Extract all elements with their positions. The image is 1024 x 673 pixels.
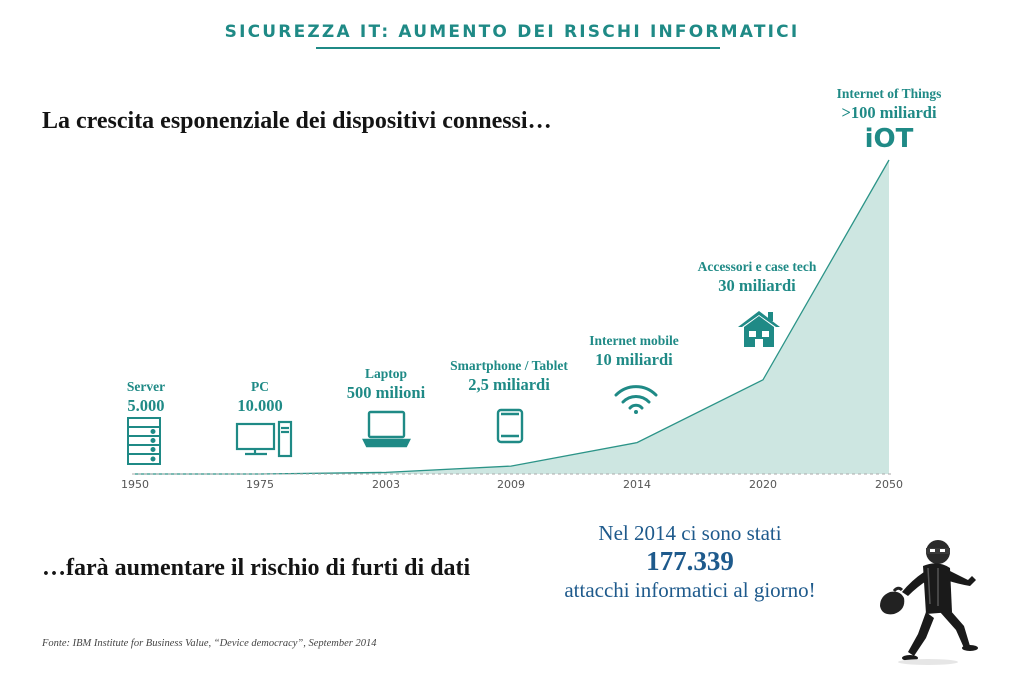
annotation-value: 2,5 miliardi xyxy=(468,375,550,394)
bottom-headline: …farà aumentare il rischio di furti di d… xyxy=(42,555,471,581)
annotation-title: Accessori e case tech xyxy=(697,259,817,274)
annotation-title: Internet mobile xyxy=(589,333,679,348)
server-icon xyxy=(127,417,161,465)
headline: La crescita esponenziale dei dispositivi… xyxy=(42,108,552,134)
iot-icon: iOT xyxy=(864,124,914,154)
annotation-value: 5.000 xyxy=(127,396,165,415)
thief-icon xyxy=(880,540,978,665)
annotation-value: >100 miliardi xyxy=(841,103,937,122)
x-tick-label: 1950 xyxy=(121,478,149,491)
growth-chart: 1950 1975 2003 2009 2014 2020 2050 xyxy=(121,159,903,491)
wifi-icon xyxy=(614,385,658,414)
annotation-value: 10.000 xyxy=(237,396,283,415)
source-note: Fonte: IBM Institute for Business Value,… xyxy=(42,638,377,649)
x-tick-label: 2014 xyxy=(623,478,651,491)
annotation-server: Server 5.000 xyxy=(127,379,165,416)
x-axis-ticks: 1950 1975 2003 2009 2014 2020 2050 xyxy=(121,478,903,491)
annotation-title: Server xyxy=(126,379,166,394)
stat-line-2: attacchi informatici al giorno! xyxy=(564,578,816,602)
annotation-value: 10 miliardi xyxy=(595,350,673,369)
annotation-iot: Internet of Things >100 miliardi iOT xyxy=(837,86,942,154)
annotation-accessori: Accessori e case tech 30 miliardi xyxy=(698,259,817,296)
annotation-title: Laptop xyxy=(364,366,408,381)
annotation-title: Internet of Things xyxy=(836,86,942,101)
page-header: SICUREZZA IT: AUMENTO DEI RISCHI INFORMA… xyxy=(224,22,800,42)
tablet-icon xyxy=(496,408,524,444)
annotation-title: PC xyxy=(251,379,269,394)
x-tick-label: 2009 xyxy=(497,478,525,491)
x-tick-label: 2020 xyxy=(749,478,777,491)
area-fill xyxy=(135,160,889,474)
laptop-icon xyxy=(362,410,411,448)
stat-line-1: Nel 2014 ci sono stati xyxy=(598,521,782,545)
annotation-title: Smartphone / Tablet xyxy=(450,358,568,373)
house-icon xyxy=(738,311,780,347)
annotation-pc: PC 10.000 xyxy=(237,379,282,416)
x-tick-label: 2003 xyxy=(372,478,400,491)
annotation-internet-mobile: Internet mobile 10 miliardi xyxy=(589,333,679,370)
x-tick-label: 1975 xyxy=(246,478,274,491)
header-underline xyxy=(316,47,720,49)
pc-icon xyxy=(235,420,293,458)
x-tick-label: 2050 xyxy=(875,478,903,491)
stat-block: Nel 2014 ci sono stati 177.339 attacchi … xyxy=(530,521,850,603)
annotation-value: 30 miliardi xyxy=(718,276,796,295)
annotation-value: 500 milioni xyxy=(346,383,426,402)
annotation-laptop: Laptop 500 milioni xyxy=(347,366,425,403)
stat-number: 177.339 xyxy=(646,546,734,576)
annotation-smartphone-tablet: Smartphone / Tablet 2,5 miliardi xyxy=(450,358,568,395)
